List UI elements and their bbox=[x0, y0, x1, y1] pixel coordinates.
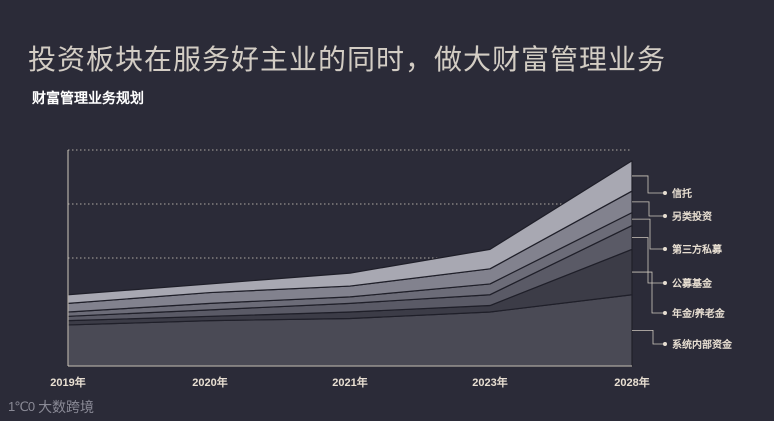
legend-leader-line bbox=[632, 237, 664, 284]
legend-dot-icon bbox=[663, 281, 667, 285]
brand-name: 大数跨境 bbox=[38, 399, 95, 415]
chart-subtitle: 财富管理业务规划 bbox=[32, 90, 144, 106]
legend-dot-icon bbox=[663, 214, 667, 218]
x-tick-label: 2020年 bbox=[192, 375, 227, 389]
legend-leader-line bbox=[632, 329, 664, 345]
legend-dot-icon bbox=[663, 247, 667, 251]
legend-leader-line bbox=[632, 201, 664, 217]
legend-label: 公募基金 bbox=[672, 277, 713, 290]
watermark: 1℃0 大数跨境 bbox=[8, 397, 94, 417]
legend-leader-line bbox=[632, 218, 664, 250]
legend-leader-line bbox=[632, 175, 664, 194]
x-tick-label: 2023年 bbox=[472, 375, 507, 389]
legend-dot-icon bbox=[663, 311, 667, 315]
legend-label: 系统内部资金 bbox=[672, 338, 733, 351]
x-tick-label: 2021年 bbox=[332, 375, 367, 389]
x-tick-label: 2019年 bbox=[50, 375, 85, 389]
brand-logo-icon: 1℃0 bbox=[8, 399, 35, 414]
legend-dot-icon bbox=[663, 191, 667, 195]
legend-dot-icon bbox=[663, 342, 667, 346]
legend-label: 另类投资 bbox=[672, 210, 712, 223]
area-series-5 bbox=[67, 160, 633, 304]
legend-label: 信托 bbox=[672, 187, 692, 200]
legend-label: 第三方私募 bbox=[672, 243, 723, 256]
page-title: 投资板块在服务好主业的同时，做大财富管理业务 bbox=[28, 45, 667, 76]
x-tick-label: 2028年 bbox=[614, 375, 649, 389]
legend-leader-line bbox=[632, 271, 664, 314]
legend-label: 年金/养老金 bbox=[672, 307, 726, 320]
